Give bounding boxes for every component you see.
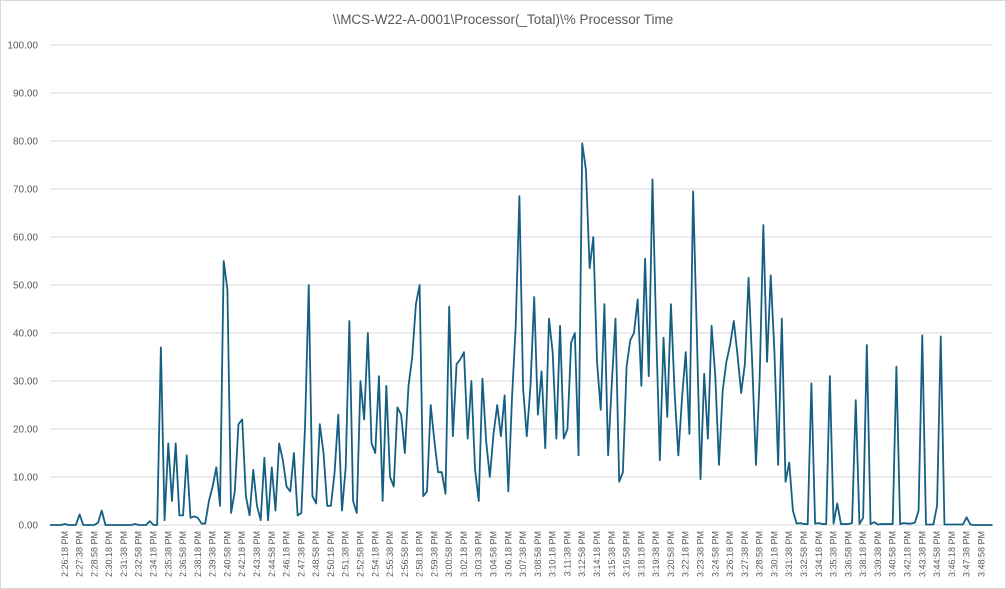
y-tick-label: 30.00 [13, 377, 38, 388]
x-tick-label: 2:35:38 PM [163, 531, 173, 577]
x-tick-label: 2:40:58 PM [222, 531, 232, 577]
y-tick-label: 60.00 [13, 233, 38, 244]
x-tick-label: 3:23:38 PM [696, 531, 706, 577]
y-tick-label: 0.00 [19, 521, 39, 532]
x-tick-label: 2:26:18 PM [60, 531, 70, 577]
x-tick-label: 3:19:38 PM [651, 531, 661, 577]
x-tick-label: 2:54:18 PM [370, 531, 380, 577]
x-tick-label: 2:48:58 PM [311, 531, 321, 577]
x-tick-label: 2:36:58 PM [178, 531, 188, 577]
x-tick-label: 2:46:18 PM [282, 531, 292, 577]
x-tick-label: 3:27:38 PM [740, 531, 750, 577]
y-tick-label: 90.00 [13, 89, 38, 100]
series-line [50, 142, 993, 526]
y-tick-label: 70.00 [13, 185, 38, 196]
y-tick-label: 100.00 [7, 41, 38, 52]
y-tick-label: 50.00 [13, 281, 38, 292]
series-processor-time [50, 142, 993, 526]
x-tick-label: 3:35:38 PM [829, 531, 839, 577]
x-tick-label: 3:16:58 PM [622, 531, 632, 577]
x-tick-label: 3:42:18 PM [902, 531, 912, 577]
x-tick-label: 3:18:18 PM [636, 531, 646, 577]
x-tick-label: 2:47:38 PM [296, 531, 306, 577]
x-tick-label: 3:00:58 PM [444, 531, 454, 577]
x-tick-label: 3:43:38 PM [917, 531, 927, 577]
x-tick-label: 3:12:58 PM [577, 531, 587, 577]
x-tick-label: 3:10:18 PM [548, 531, 558, 577]
x-tick-label: 3:02:18 PM [459, 531, 469, 577]
x-tick-label: 2:55:38 PM [385, 531, 395, 577]
x-tick-label: 2:38:18 PM [193, 531, 203, 577]
x-tick-label: 3:34:18 PM [814, 531, 824, 577]
x-tick-label: 2:28:58 PM [89, 531, 99, 577]
x-tick-label: 3:03:38 PM [474, 531, 484, 577]
x-tick-label: 2:27:38 PM [75, 531, 85, 577]
x-tick-label: 2:30:18 PM [104, 531, 114, 577]
chart-title: \\MCS-W22-A-0001\Processor(_Total)\% Pro… [333, 12, 674, 27]
x-tick-label: 2:43:38 PM [252, 531, 262, 577]
x-axis-labels: 2:26:18 PM 2:27:38 PM 2:28:58 PM 2:30:18 PM… [60, 531, 987, 577]
y-tick-label: 40.00 [13, 329, 38, 340]
x-tick-label: 3:15:38 PM [607, 531, 617, 577]
x-tick-label: 2:39:38 PM [208, 531, 218, 577]
x-tick-label: 3:04:58 PM [489, 531, 499, 577]
x-tick-label: 2:52:58 PM [355, 531, 365, 577]
x-tick-label: 3:06:18 PM [503, 531, 513, 577]
x-tick-label: 3:40:58 PM [888, 531, 898, 577]
x-tick-label: 2:51:38 PM [341, 531, 351, 577]
x-tick-label: 3:26:18 PM [725, 531, 735, 577]
x-tick-label: 3:46:18 PM [947, 531, 957, 577]
x-tick-label: 3:07:38 PM [518, 531, 528, 577]
x-tick-label: 3:24:58 PM [710, 531, 720, 577]
y-tick-label: 10.00 [13, 473, 38, 484]
x-tick-label: 2:32:58 PM [134, 531, 144, 577]
x-tick-label: 2:58:18 PM [415, 531, 425, 577]
x-tick-label: 3:14:18 PM [592, 531, 602, 577]
x-tick-label: 2:34:18 PM [148, 531, 158, 577]
x-tick-label: 3:28:58 PM [755, 531, 765, 577]
x-tick-label: 3:39:38 PM [873, 531, 883, 577]
x-tick-label: 3:47:38 PM [962, 531, 972, 577]
x-tick-label: 3:44:58 PM [932, 531, 942, 577]
x-tick-label: 2:56:58 PM [400, 531, 410, 577]
x-tick-label: 3:30:18 PM [769, 531, 779, 577]
x-tick-label: 2:31:38 PM [119, 531, 129, 577]
x-tick-label: 3:48:58 PM [976, 531, 986, 577]
x-tick-label: 2:42:18 PM [237, 531, 247, 577]
x-tick-label: 3:20:58 PM [666, 531, 676, 577]
x-tick-label: 3:32:58 PM [799, 531, 809, 577]
x-tick-label: 2:59:38 PM [429, 531, 439, 577]
x-tick-label: 3:31:38 PM [784, 531, 794, 577]
x-tick-label: 2:50:18 PM [326, 531, 336, 577]
y-axis-labels: 0.00 10.00 20.00 30.00 40.00 50.00 60.00 70.00 8… [7, 41, 38, 532]
y-tick-label: 20.00 [13, 425, 38, 436]
x-tick-label: 3:38:18 PM [858, 531, 868, 577]
x-tick-label: 3:22:18 PM [681, 531, 691, 577]
x-tick-label: 2:44:58 PM [267, 531, 277, 577]
x-tick-label: 3:36:58 PM [843, 531, 853, 577]
x-tick-label: 3:11:38 PM [562, 531, 572, 576]
x-tick-label: 3:08:58 PM [533, 531, 543, 577]
y-tick-label: 80.00 [13, 137, 38, 148]
